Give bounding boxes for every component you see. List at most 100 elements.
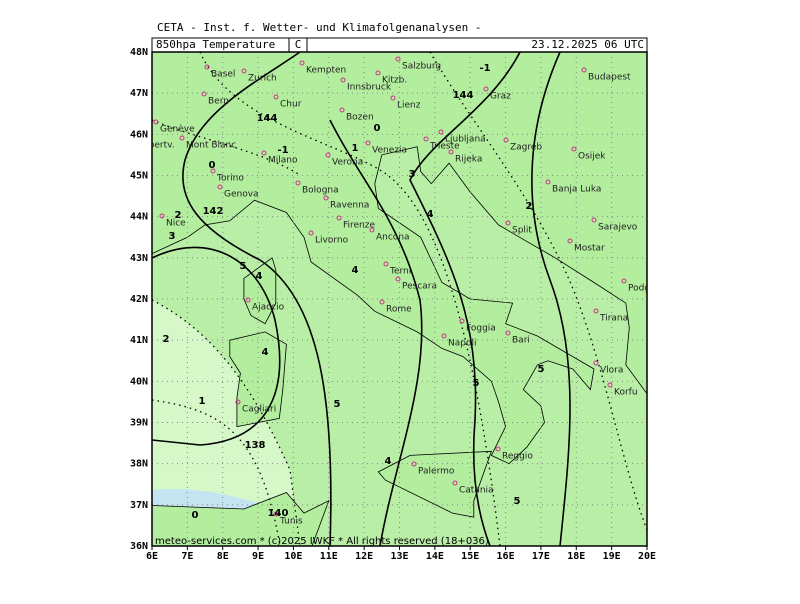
city-marker [217,184,223,190]
city-marker [452,480,458,486]
city-marker [210,168,216,174]
city-marker [241,68,247,74]
city-marker [325,152,331,158]
city-marker [383,261,389,267]
contour-label: 4 [262,347,269,358]
city-label: Salzburg [402,62,441,72]
city-label: Zagreb [510,143,542,153]
x-axis-label: 12E [355,551,373,562]
y-axis-label: 43N [130,253,148,264]
contour-label: 5 [473,378,480,389]
contour-label: 140 [268,508,289,519]
city-marker [245,297,251,303]
y-axis-label: 47N [130,88,148,99]
x-axis-label: 20E [638,551,656,562]
city-label: Genève [160,124,195,135]
city-marker [365,140,371,146]
city-label: Firenze [343,221,375,231]
city-label: Kitzb. [382,76,407,86]
contour-label: 2 [175,210,182,221]
city-marker [503,137,509,143]
city-marker [299,60,305,66]
city-label: Ravenna [330,201,369,211]
isotherm [152,299,301,546]
city-marker [340,77,346,83]
city-label: Trieste [429,142,460,152]
x-axis-label: 8E [217,551,229,562]
contour-label: 3 [409,169,416,180]
coastline [152,492,330,546]
city-marker [505,330,511,336]
city-label: Mont Blanc [186,141,236,151]
city-marker [369,227,375,233]
city-label: Budapest [588,73,631,83]
city-marker [438,129,444,135]
city-label: Torino [216,174,244,184]
city-marker [593,360,599,366]
city-marker [308,230,314,236]
contour-label: 4 [256,271,263,282]
x-axis-label: 16E [497,551,515,562]
city-label: Albertv. [140,141,175,151]
contour-label: 0 [374,123,381,134]
valid-time: 23.12.2025 06 UTC [531,38,644,51]
city-label: Chur [280,100,302,110]
city-marker [159,213,165,219]
field-title: 850hpa Temperature [156,38,275,51]
y-axis-label: 36N [130,541,148,552]
city-label: Banja Luka [552,185,601,195]
city-label: Ljubljana [445,135,486,145]
city-label: Nice [166,219,186,229]
y-axis-label: 42N [130,294,148,305]
contour-label: 138 [245,440,266,451]
city-label: Foggia [466,324,496,334]
x-axis-label: 6E [146,551,158,562]
city-label: Palermo [418,467,455,477]
city-marker [483,86,489,92]
contour-label: 2 [163,334,170,345]
y-axis-label: 39N [130,418,148,429]
city-label: Bari [512,336,530,346]
city-marker [153,119,159,125]
city-label: Zurich [248,74,277,84]
x-axis-label: 17E [532,551,550,562]
city-label: Tirana [599,314,628,324]
coastline [377,450,492,518]
city-marker [273,511,279,517]
y-axis-label: 38N [130,459,148,470]
city-marker [204,64,210,70]
contour-label: 3 [169,231,176,242]
city-label: Lienz [397,101,421,111]
unit: C [295,38,302,51]
contour-label: 4 [427,209,434,220]
y-axis-label: 37N [130,500,148,511]
city-marker [545,179,551,185]
isoheight [152,246,281,446]
city-label: Mostar [574,244,605,254]
city-marker [591,217,597,223]
contour-label: 5 [240,261,247,272]
contour-label: 5 [334,399,341,410]
city-label: Basel [211,70,235,80]
contour-label: 1 [352,143,359,154]
city-label: Ajaccio [252,303,285,313]
contour-label: 0 [209,160,216,171]
city-marker [395,276,401,282]
city-label: Rome [386,305,412,315]
x-axis-label: 7E [181,551,193,562]
isoheight [531,52,571,546]
city-marker [495,446,501,452]
city-label: Venezia [372,146,407,156]
city-label: Split [512,226,532,236]
contour-label: 4 [385,456,392,467]
city-label: Tunis [279,517,303,527]
footer: meteo-services.com * (c)2025 IWKF * All … [155,536,489,547]
city-marker [411,461,417,467]
city-label: Milano [268,156,298,166]
city-marker [448,149,454,155]
city-label: Osijek [578,152,606,162]
contour-label: 142 [203,206,224,217]
city-marker [336,215,342,221]
city-label: Vlora [600,366,623,376]
